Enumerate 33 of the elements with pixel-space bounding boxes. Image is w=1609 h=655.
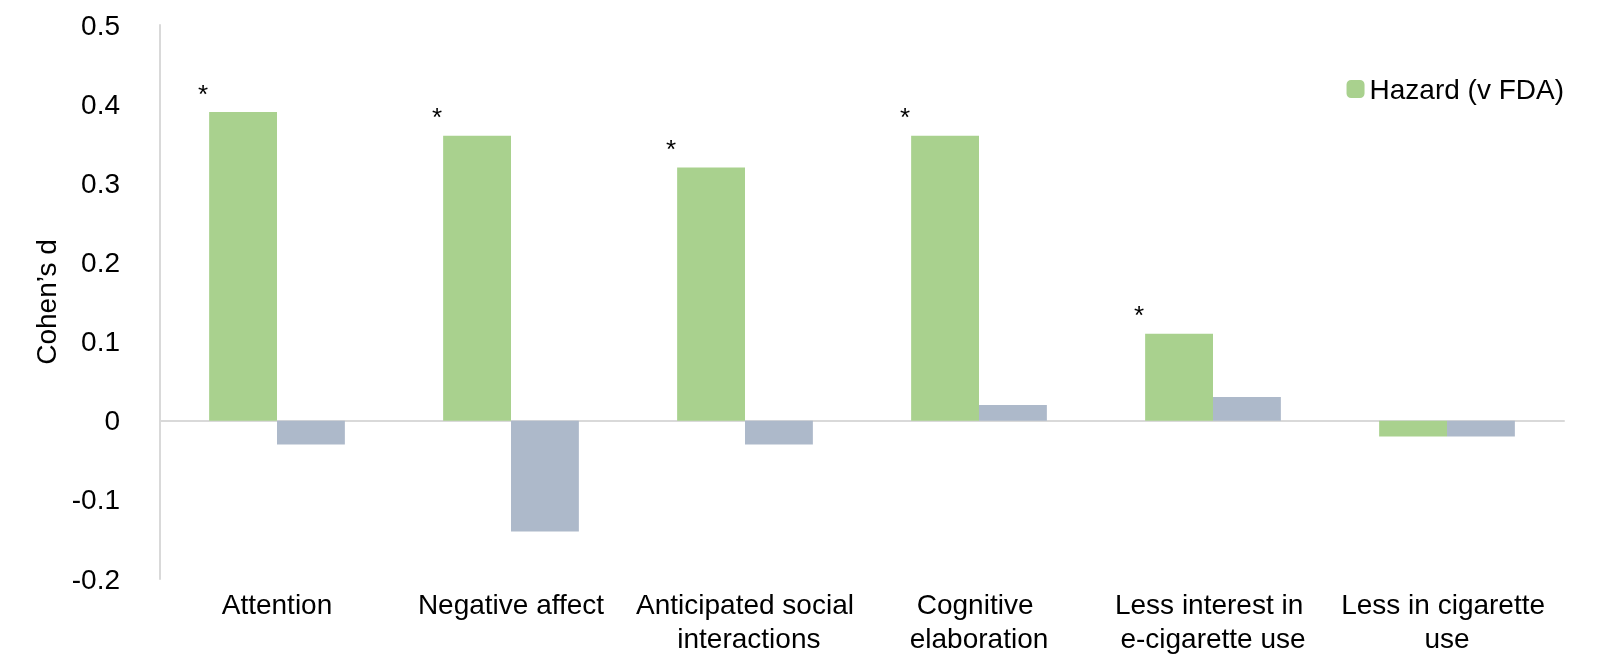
- annotation: *: [198, 78, 209, 109]
- annotation: *: [900, 102, 911, 133]
- bar: [1447, 420, 1515, 437]
- x-tick-label: Less in cigarette use: [1341, 588, 1553, 654]
- y-tick-label: 0: [104, 405, 120, 437]
- bar: [677, 167, 745, 421]
- bar: [1145, 333, 1213, 421]
- x-tick-label: Negative affect: [417, 588, 605, 620]
- x-tick-label: Attention: [221, 588, 333, 620]
- annotation: *: [666, 133, 677, 164]
- y-tick-label: -0.1: [71, 484, 120, 516]
- y-tick-label: 0.1: [81, 326, 120, 358]
- bar: [443, 135, 511, 421]
- bar: [277, 420, 345, 445]
- y-tick-label: 0.4: [81, 88, 120, 120]
- bar: [979, 404, 1047, 421]
- bar: [745, 420, 813, 445]
- legend-label: Hazard (v FDA): [1369, 73, 1564, 105]
- x-tick-label: Less interest in e-cigarette use: [1114, 588, 1312, 654]
- y-tick-label: 0.3: [81, 167, 120, 199]
- bar: [511, 420, 579, 532]
- annotation: *: [432, 102, 443, 133]
- y-tick-label: 0.2: [81, 246, 120, 278]
- y-axis-title: Cohen’s d: [30, 239, 62, 365]
- y-tick-label: -0.2: [71, 563, 120, 595]
- bar: [1213, 396, 1281, 421]
- x-tick-label: Cognitive elaboration: [909, 588, 1049, 654]
- bar: [911, 135, 979, 421]
- x-tick-label: Anticipated social interactions: [636, 588, 854, 654]
- annotation: *: [1134, 300, 1145, 331]
- bar: [1379, 420, 1447, 437]
- bar: [209, 112, 277, 421]
- y-tick-label: 0.5: [81, 9, 120, 41]
